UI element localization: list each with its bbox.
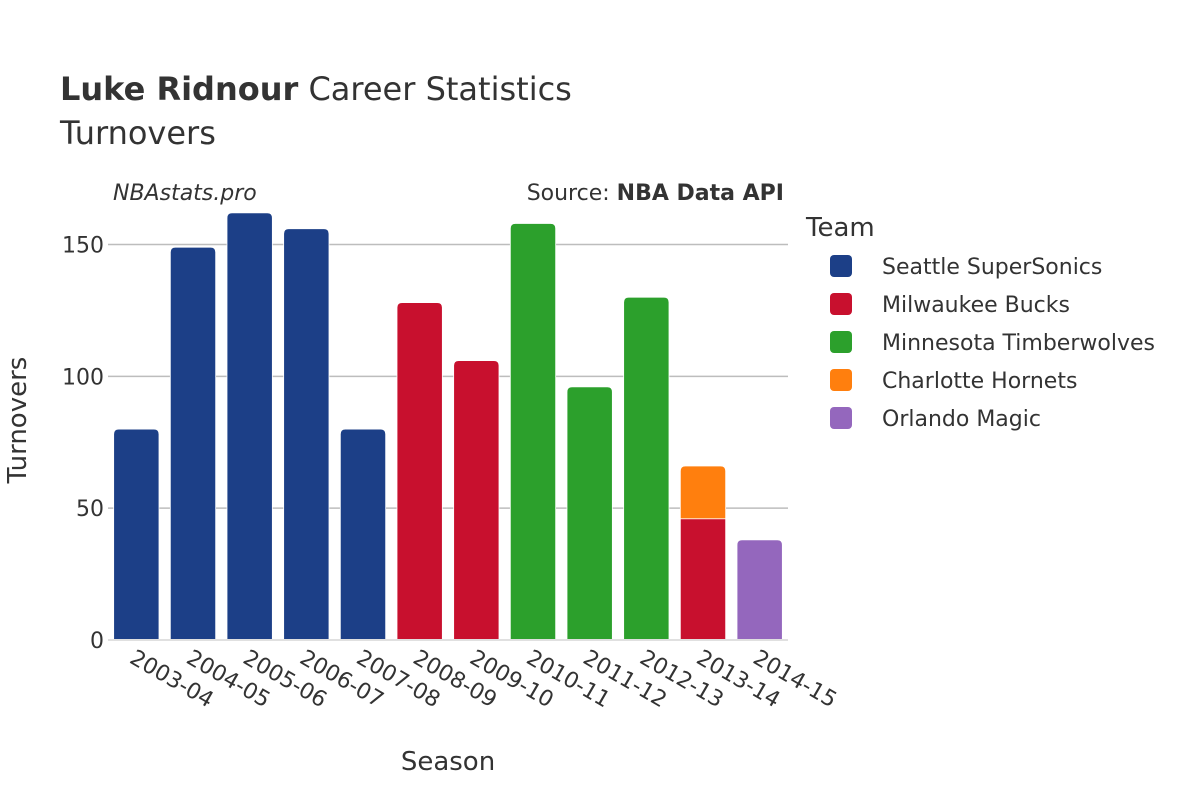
source-prefix: Source: xyxy=(527,181,617,206)
y-tick-label: 150 xyxy=(62,234,104,259)
bar-2012-13-minnesota-timberwolves xyxy=(623,296,670,641)
bar-2014-15-orlando-magic xyxy=(736,539,783,641)
legend-title: Team xyxy=(805,213,875,243)
bar-2005-06-seattle-supersonics xyxy=(226,212,273,641)
legend-swatch xyxy=(830,255,852,277)
chart-title-rest: Career Statistics xyxy=(308,70,571,108)
x-axis-ticks: 2003-042004-052005-062006-072007-082008-… xyxy=(125,646,840,714)
y-tick-label: 0 xyxy=(90,629,104,654)
bars xyxy=(113,212,783,641)
chart-subtitle: Turnovers xyxy=(59,114,216,152)
bar-2013-14-milwaukee-bucks xyxy=(679,518,727,641)
legend-item-label: Charlotte Hornets xyxy=(882,369,1077,394)
bar-2009-10-milwaukee-bucks xyxy=(453,360,500,641)
y-tick-label: 100 xyxy=(62,365,104,390)
legend-item-label: Orlando Magic xyxy=(882,407,1041,432)
bar-2003-04-seattle-supersonics xyxy=(113,428,160,641)
y-axis-ticks: 0 50 100 150 xyxy=(62,234,104,654)
gridlines xyxy=(108,243,788,509)
legend-swatch xyxy=(830,293,852,315)
bar-2006-07-seattle-supersonics xyxy=(283,228,330,641)
y-axis-title: Turnovers xyxy=(3,357,33,485)
chart-title: Luke Ridnour Career Statistics xyxy=(60,70,572,108)
bar-2007-08-seattle-supersonics xyxy=(339,428,387,641)
chart-title-player: Luke Ridnour xyxy=(60,70,299,108)
legend-item-label: Milwaukee Bucks xyxy=(882,293,1070,318)
y-tick-label: 50 xyxy=(76,497,104,522)
bar-2013-14-charlotte-hornets xyxy=(679,465,727,520)
bar-2011-12-minnesota-timberwolves xyxy=(566,386,613,641)
legend-item-label: Minnesota Timberwolves xyxy=(882,331,1155,356)
legend: Seattle SuperSonics Milwaukee Bucks Minnes… xyxy=(830,255,1155,432)
bar-2008-09-milwaukee-bucks xyxy=(396,302,443,641)
source-credit: Source: NBA Data API xyxy=(527,181,784,206)
legend-item-label: Seattle SuperSonics xyxy=(882,255,1102,280)
x-axis-title: Season xyxy=(401,747,495,777)
legend-swatch xyxy=(830,407,852,429)
bar-2004-05-seattle-supersonics xyxy=(169,246,217,641)
legend-swatch xyxy=(830,369,852,391)
watermark: NBAstats.pro xyxy=(113,181,257,206)
source-name: NBA Data API xyxy=(617,181,784,206)
legend-swatch xyxy=(830,331,852,353)
bar-2010-11-minnesota-timberwolves xyxy=(509,223,557,641)
